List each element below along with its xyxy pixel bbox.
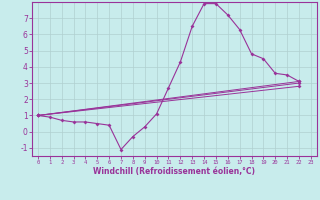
X-axis label: Windchill (Refroidissement éolien,°C): Windchill (Refroidissement éolien,°C) [93, 167, 255, 176]
